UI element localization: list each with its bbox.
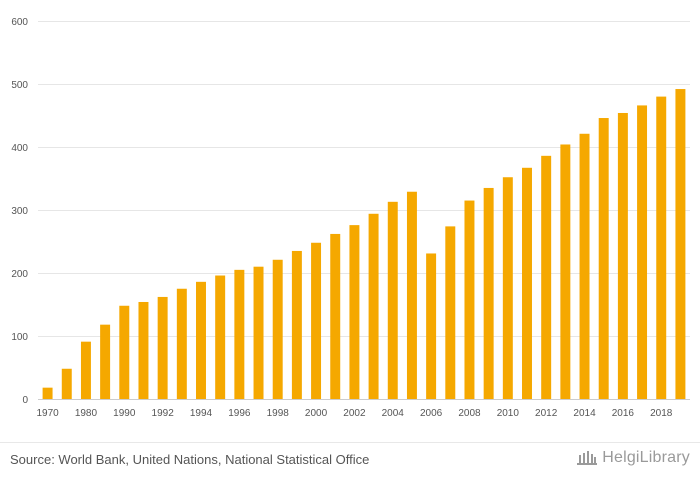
x-tick-label: 2004 [382,408,405,419]
x-tick-label: 2016 [612,408,635,419]
bar-2009 [483,187,494,399]
bar-1990 [119,305,130,399]
x-tick-label: 2000 [305,408,328,419]
bar-2003 [368,213,379,399]
bar-1998 [272,259,283,399]
bar-1993 [176,288,187,399]
y-axis-labels: 0 100 200 300 400 500 600 [11,17,28,406]
bar-2011 [522,167,532,399]
bar-2004 [387,201,398,399]
y-tick-label: 0 [22,395,28,406]
x-tick-label: 2018 [650,408,673,419]
footer: Source: World Bank, United Nations, Nati… [0,442,700,484]
bar-1980 [80,341,91,399]
x-tick-label: 2012 [535,408,558,419]
bar-1992 [157,296,168,399]
source-text: Source: World Bank, United Nations, Nati… [10,452,370,467]
x-axis-labels: 1970 1980 1990 1992 1994 1996 1998 2000 2002 2004… [36,408,672,419]
bar-2018 [656,96,667,399]
brand-name: HelgiLibrary [602,449,690,466]
bar-2001 [330,233,341,399]
bar-2016 [617,112,628,399]
bar-2008 [464,200,475,399]
x-tick-label: 2014 [573,408,596,419]
bar-2012 [541,155,552,399]
x-tick-label: 2006 [420,408,443,419]
bar-1996 [234,269,245,399]
grid [38,21,690,400]
x-tick-label: 1992 [152,408,175,419]
x-tick-label: 1996 [228,408,251,419]
x-tick-label: 1980 [75,408,98,419]
bar-1994 [196,281,206,399]
bar-2014 [579,133,590,399]
bar-1975 [61,368,72,399]
bar-chart: 1970 1980 1990 1992 1994 1996 1998 2000 2002 2004… [11,17,690,419]
x-tick-label: 2010 [497,408,520,419]
bar-1991 [138,301,149,399]
brand-logo[interactable]: HelgiLibrary [576,449,690,467]
bar-1997 [253,266,264,399]
y-tick-label: 500 [11,80,28,91]
bar-2006 [426,253,437,399]
bar-1995 [215,275,226,399]
y-tick-label: 600 [11,17,28,28]
library-icon [577,451,598,465]
bar-2017 [637,105,648,400]
bar-2010 [502,177,513,399]
bar-2015 [598,118,609,400]
bar-1999 [291,250,302,399]
bar-2019 [675,89,686,399]
x-tick-label: 2002 [343,408,366,419]
bars [42,89,686,400]
x-tick-label: 1994 [190,408,213,419]
y-tick-label: 400 [11,143,28,154]
y-tick-label: 100 [11,332,28,343]
bar-2005 [406,191,417,399]
bar-2007 [445,226,456,399]
y-tick-label: 200 [11,269,28,280]
x-tick-label: 1970 [36,408,59,419]
x-tick-label: 1990 [113,408,136,419]
bar-2013 [560,144,571,399]
x-tick-label: 1998 [267,408,290,419]
y-tick-label: 300 [11,206,28,217]
bar-1970 [42,387,53,399]
bar-1985 [100,324,111,399]
bar-2000 [311,242,322,399]
x-tick-label: 2008 [458,408,481,419]
bar-2002 [349,225,360,399]
